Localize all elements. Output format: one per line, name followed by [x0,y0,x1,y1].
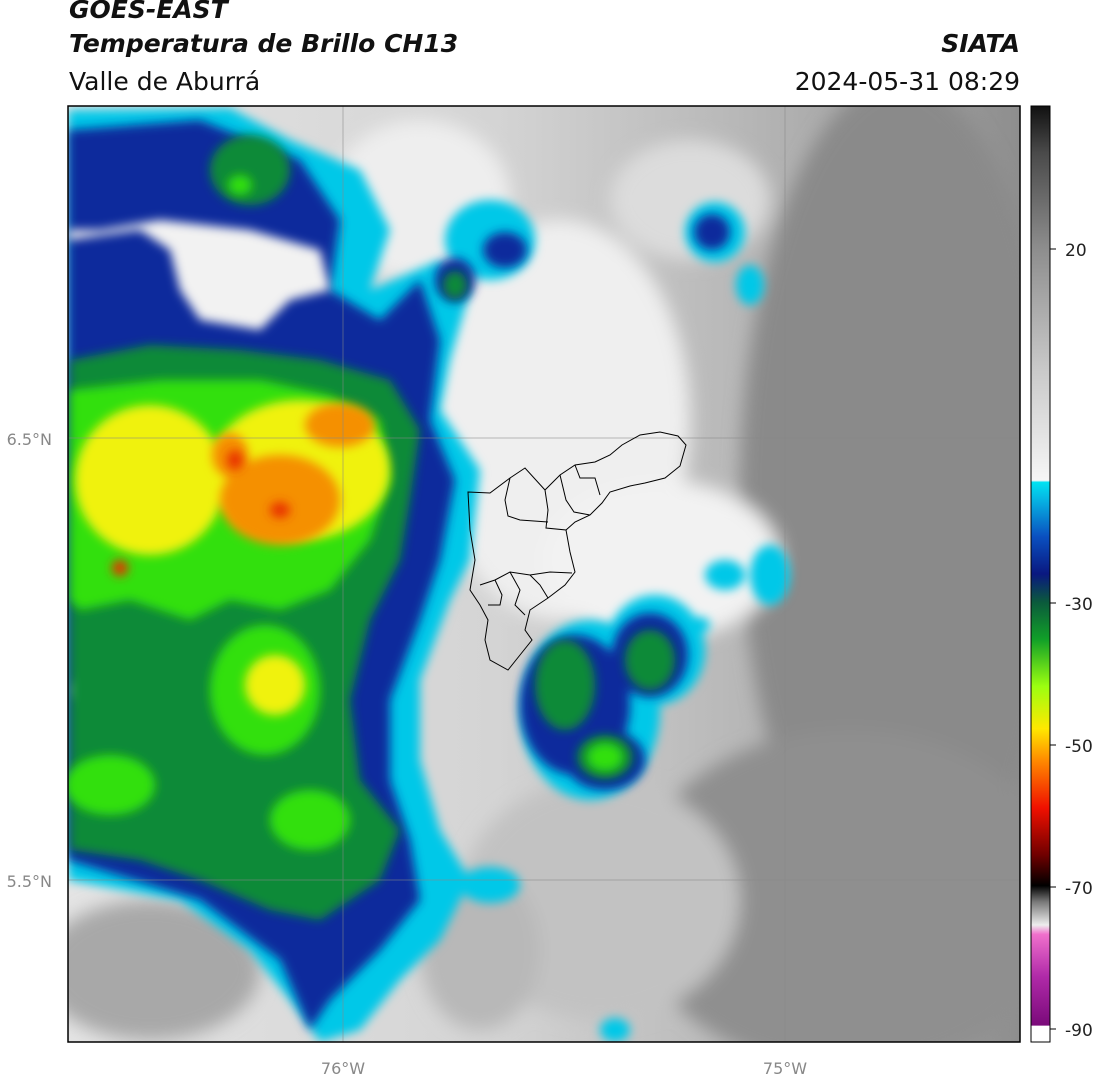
map-field [68,106,1020,1042]
lon-label-76: 76°W [321,1059,365,1078]
cloud-red-spots [112,450,290,576]
colorbar-tick-minus50: -50 [1065,737,1093,757]
map-frame [67,105,1021,1043]
datetime-label: 2024-05-31 08:29 [794,67,1020,96]
colorbar-tick-20: 20 [1065,241,1087,261]
organization-label: SIATA [941,29,1020,58]
colorbar-tick-minus90: -90 [1065,1021,1093,1041]
cloud-orange-layer [212,403,375,545]
lon-label-75: 75°W [763,1059,807,1078]
graticule [68,106,1020,1042]
colorbar: 20 -30 -50 -70 -90 [1030,105,1093,1043]
lat-label-6-5: 6.5°N [7,430,52,449]
colorbar-gradient [1031,106,1050,1042]
satellite-title: GOES-EAST [69,0,228,24]
region-label: Valle de Aburrá [69,67,261,96]
colorbar-tick-minus30: -30 [1065,595,1093,615]
product-title: Temperatura de Brillo CH13 [69,29,459,58]
valle-de-aburra-boundaries [467,431,687,671]
lat-label-5-5: 5.5°N [7,872,52,891]
colorbar-tick-minus70: -70 [1065,879,1093,899]
colorbar-frame [1030,105,1051,1043]
gray-texture [68,106,1020,1042]
